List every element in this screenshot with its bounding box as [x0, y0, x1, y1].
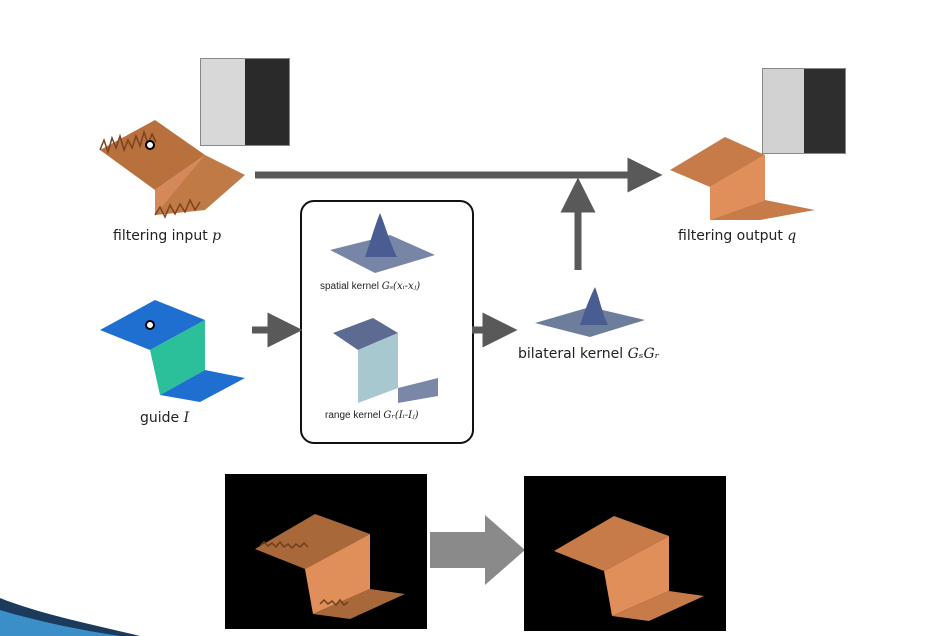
noisy-result-panel: [225, 474, 427, 629]
spatial-kernel-surface: [330, 213, 435, 273]
smooth-result-panel: [524, 476, 726, 631]
filtering-input-surface: [99, 120, 245, 219]
bilateral-kernel-label: bilateral kernel GₛGᵣ: [518, 346, 660, 362]
guide-label: guide I: [140, 410, 190, 426]
filtering-output-thumbnail: [762, 68, 846, 154]
filtering-input-label: filtering input p: [113, 228, 222, 244]
filtering-output-label: filtering output q: [678, 228, 797, 244]
range-kernel-label: range kernel Gᵣ(Iᵢ-Iⱼ): [325, 410, 419, 421]
spatial-kernel-label: spatial kernel Gₛ(xᵢ-xⱼ): [320, 281, 421, 292]
guide-surface: [100, 300, 245, 402]
filtering-input-thumbnail: [200, 58, 290, 146]
bilateral-kernel-surface: [535, 287, 645, 337]
filtering-output-surface: [670, 137, 815, 220]
slide-decoration: [0, 598, 140, 636]
comparison-arrow: [430, 515, 525, 585]
range-kernel-surface: [333, 318, 438, 403]
